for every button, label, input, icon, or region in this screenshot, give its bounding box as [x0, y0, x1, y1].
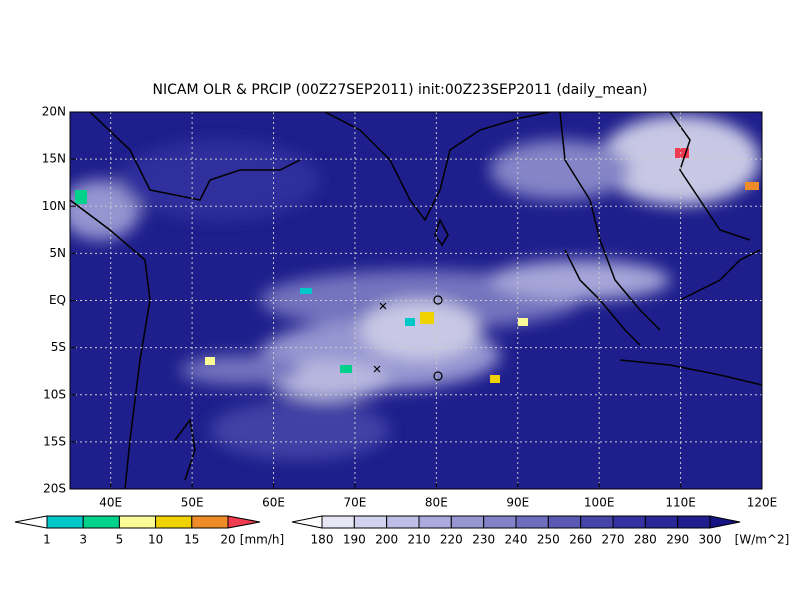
lon-label: 70E	[344, 496, 367, 510]
map-title: NICAM OLR & PRCIP (00Z27SEP2011) init:00…	[152, 82, 647, 98]
lat-label: 20S	[43, 482, 66, 496]
legend-box	[321, 515, 355, 529]
lon-label: 40E	[99, 496, 122, 510]
grid-lines	[70, 112, 762, 489]
legend-label: 190	[343, 533, 366, 547]
legend-arrow	[709, 515, 741, 529]
legend-box	[82, 515, 120, 529]
legend-box	[483, 515, 517, 529]
precip-spots	[75, 148, 759, 383]
lon-label: 90E	[506, 496, 529, 510]
legend-label: 210	[408, 533, 431, 547]
lat-label: EQ	[49, 293, 66, 307]
legend-label: 300	[699, 533, 722, 547]
legend-box	[612, 515, 646, 529]
lon-label: 80E	[425, 496, 448, 510]
lat-label: 5N	[49, 246, 66, 260]
lat-label: 15N	[42, 152, 66, 166]
legend-box	[644, 515, 679, 529]
legend-arrow	[14, 515, 48, 529]
legend-box	[46, 515, 84, 529]
legend-label: 290	[666, 533, 689, 547]
legend-label: 3	[79, 533, 87, 547]
legend-box	[386, 515, 420, 529]
lat-label: 10N	[42, 199, 66, 213]
legend-box	[515, 515, 549, 529]
lon-label: 120E	[747, 496, 778, 510]
legend-label: 230	[472, 533, 495, 547]
lat-label: 5S	[51, 340, 66, 354]
lon-label: 110E	[665, 496, 696, 510]
markers	[373, 295, 443, 381]
lon-label: 50E	[181, 496, 204, 510]
legend-arrow	[291, 515, 323, 529]
legend-box	[353, 515, 388, 529]
legend-arrow	[227, 515, 261, 529]
legend-box	[191, 515, 229, 529]
legend-box	[677, 515, 711, 529]
lat-label: 20N	[42, 105, 66, 119]
legend-box	[547, 515, 582, 529]
legend-box	[118, 515, 157, 529]
legend-label: 20	[220, 533, 235, 547]
legend-box	[450, 515, 485, 529]
legend-label: 250	[537, 533, 560, 547]
legend-unit: [W/m^2]	[735, 533, 790, 547]
legend-box	[418, 515, 452, 529]
legend-label: 260	[569, 533, 592, 547]
legend-label: 220	[440, 533, 463, 547]
lon-label: 60E	[262, 496, 285, 510]
legend-box	[580, 515, 614, 529]
legend-label: 15	[184, 533, 199, 547]
lat-label: 15S	[43, 434, 66, 448]
legend-label: 280	[634, 533, 657, 547]
legend-box	[155, 515, 193, 529]
lon-label: 100E	[584, 496, 615, 510]
legend-label: 200	[375, 533, 398, 547]
legend-label: 1	[43, 533, 51, 547]
legend-label: 240	[505, 533, 528, 547]
legend-label: 10	[148, 533, 163, 547]
legend-unit: [mm/h]	[240, 533, 284, 547]
legend-label: 5	[116, 533, 124, 547]
legend-label: 180	[311, 533, 334, 547]
lat-label: 10S	[43, 387, 66, 401]
legend-label: 270	[602, 533, 625, 547]
map-field	[70, 112, 762, 489]
